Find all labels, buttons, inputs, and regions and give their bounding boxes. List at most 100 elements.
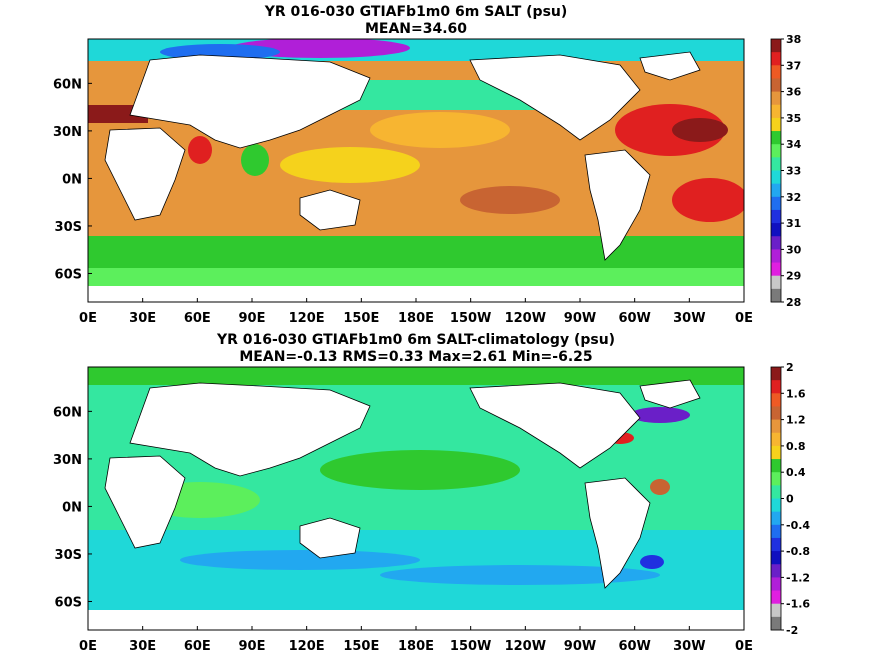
bottom-amazon <box>650 479 670 495</box>
bottom-colorbar-swatch <box>771 551 781 565</box>
bottom-eurasia <box>129 382 371 477</box>
top-sp-gyre <box>460 186 560 214</box>
bottom-x-tick-label: 60W <box>618 639 650 654</box>
top-colorbar-swatch <box>771 157 781 171</box>
panel-bottom: YR 016-030 GTIAFb1m0 6m SALT-climatology… <box>53 332 810 654</box>
bottom-x-tick-label: 30W <box>673 639 705 654</box>
bottom-colorbar-swatch <box>771 577 781 592</box>
top-sa-gyre <box>672 178 744 222</box>
top-colorbar-tick: 29 <box>786 270 801 283</box>
bottom-colorbar-swatch <box>771 367 781 381</box>
top-colorbar-swatch <box>771 39 781 53</box>
top-map <box>88 39 744 302</box>
top-australia <box>299 189 361 231</box>
top-subtitle: MEAN=34.60 <box>365 21 467 37</box>
bottom-colorbar-swatch <box>771 432 781 447</box>
bottom-arctic <box>88 367 744 385</box>
bottom-x-tick-label: 0E <box>735 639 753 654</box>
top-x-tick-label: 30W <box>673 311 705 326</box>
top-y-tick-label: 0N <box>62 172 82 187</box>
bottom-antarctica <box>88 610 744 630</box>
top-colorbar-tick: 34 <box>786 138 802 151</box>
bottom-x-tick-label: 90W <box>564 639 596 654</box>
top-colorbar-tick: 32 <box>786 191 801 204</box>
bottom-so-fresh <box>180 550 420 570</box>
top-na-core <box>672 118 728 142</box>
top-north-america <box>469 54 641 141</box>
top-colorbar-tick: 35 <box>786 112 801 125</box>
bottom-x-tick-label: 120W <box>505 639 546 654</box>
top-x-tick-label: 0E <box>79 311 97 326</box>
top-y-tick-label: 60S <box>55 267 82 282</box>
bottom-south-america <box>584 477 651 589</box>
bottom-y-tick-label: 60S <box>55 595 82 610</box>
top-colorbar-tick: 28 <box>786 296 801 309</box>
bottom-x-tick-label: 90E <box>239 639 266 654</box>
top-x-tick-label: 0E <box>735 311 753 326</box>
bottom-colorbar-swatch <box>771 380 781 394</box>
top-colorbar-swatch <box>771 209 781 224</box>
bottom-colorbar-tick: 1.2 <box>786 414 806 427</box>
bottom-x-tick-label: 150W <box>450 639 491 654</box>
bottom-colorbar-tick: 0 <box>786 493 794 506</box>
top-bay-bengal <box>241 144 269 176</box>
top-colorbar-swatch <box>771 78 781 93</box>
top-np-gyre <box>370 112 510 148</box>
top-greenland <box>639 51 701 81</box>
bottom-colorbar-swatch <box>771 524 781 539</box>
bottom-colorbar-swatch <box>771 393 781 407</box>
top-x-tick-label: 180E <box>398 311 434 326</box>
top-colorbar-swatch <box>771 104 781 119</box>
top-colorbar-swatch <box>771 170 781 185</box>
top-x-tick-label: 120W <box>505 311 546 326</box>
bottom-colorbar-tick: -0.8 <box>786 545 810 558</box>
bottom-x-tick-label: 180E <box>398 639 434 654</box>
bottom-colorbar-tick: 2 <box>786 361 794 374</box>
bottom-y-tick-label: 60N <box>53 405 82 420</box>
bottom-colorbar-tick: -1.6 <box>786 598 810 611</box>
bottom-x-tick-label: 60E <box>184 639 211 654</box>
bottom-colorbar-swatch <box>771 419 781 434</box>
top-colorbar-swatch <box>771 117 781 132</box>
bottom-greenland <box>639 379 701 409</box>
top-x-tick-label: 150E <box>343 311 379 326</box>
bottom-colorbar-tick: -2 <box>786 624 798 637</box>
top-colorbar-tick: 33 <box>786 165 801 178</box>
top-colorbar-swatch <box>771 236 781 250</box>
bottom-y-tick-label: 0N <box>62 500 82 515</box>
top-colorbar-swatch <box>771 91 781 106</box>
top-x-tick-label: 150W <box>450 311 491 326</box>
bottom-colorbar-swatch <box>771 537 781 552</box>
panel-top: YR 016-030 GTIAFb1m0 6m SALT (psu) MEAN=… <box>53 4 802 326</box>
top-y-axis: 60N 30N 0N 30S 60S <box>53 77 92 282</box>
top-colorbar-tick: 31 <box>786 217 801 230</box>
top-colorbar-swatch <box>771 52 781 66</box>
bottom-colorbar-swatch <box>771 616 781 631</box>
bottom-x-tick-label: 0E <box>79 639 97 654</box>
bottom-colorbar-tick: 0.4 <box>786 466 806 479</box>
top-y-tick-label: 30N <box>53 125 82 140</box>
bottom-labrador <box>630 407 690 423</box>
bottom-y-tick-label: 30S <box>55 548 82 563</box>
bottom-colorbar-tick: 0.8 <box>786 440 806 453</box>
top-colorbar-swatch <box>771 275 781 290</box>
bottom-title: YR 016-030 GTIAFb1m0 6m SALT-climatology… <box>216 332 615 348</box>
top-x-tick-label: 60W <box>618 311 650 326</box>
top-x-tick-label: 90E <box>239 311 266 326</box>
top-colorbar-swatch <box>771 131 781 145</box>
top-y-tick-label: 30S <box>55 220 82 235</box>
bottom-colorbar-tick: -0.4 <box>786 519 810 532</box>
bottom-colorbar-swatch <box>771 511 781 526</box>
bottom-colorbar-tick: 1.6 <box>786 387 806 400</box>
bottom-colorbar-swatch <box>771 406 781 421</box>
bottom-map <box>88 367 744 630</box>
bottom-colorbar-swatch <box>771 445 781 460</box>
bottom-x-tick-label: 150E <box>343 639 379 654</box>
top-colorbar-swatch <box>771 183 781 198</box>
top-x-axis: 0E 30E 60E 90E 120E 150E 180E 150W 120W 90W 60W 30W… <box>79 298 753 326</box>
top-x-tick-label: 90W <box>564 311 596 326</box>
top-x-tick-label: 120E <box>289 311 325 326</box>
top-colorbar-swatch <box>771 262 781 277</box>
bottom-malvinas <box>640 555 664 569</box>
